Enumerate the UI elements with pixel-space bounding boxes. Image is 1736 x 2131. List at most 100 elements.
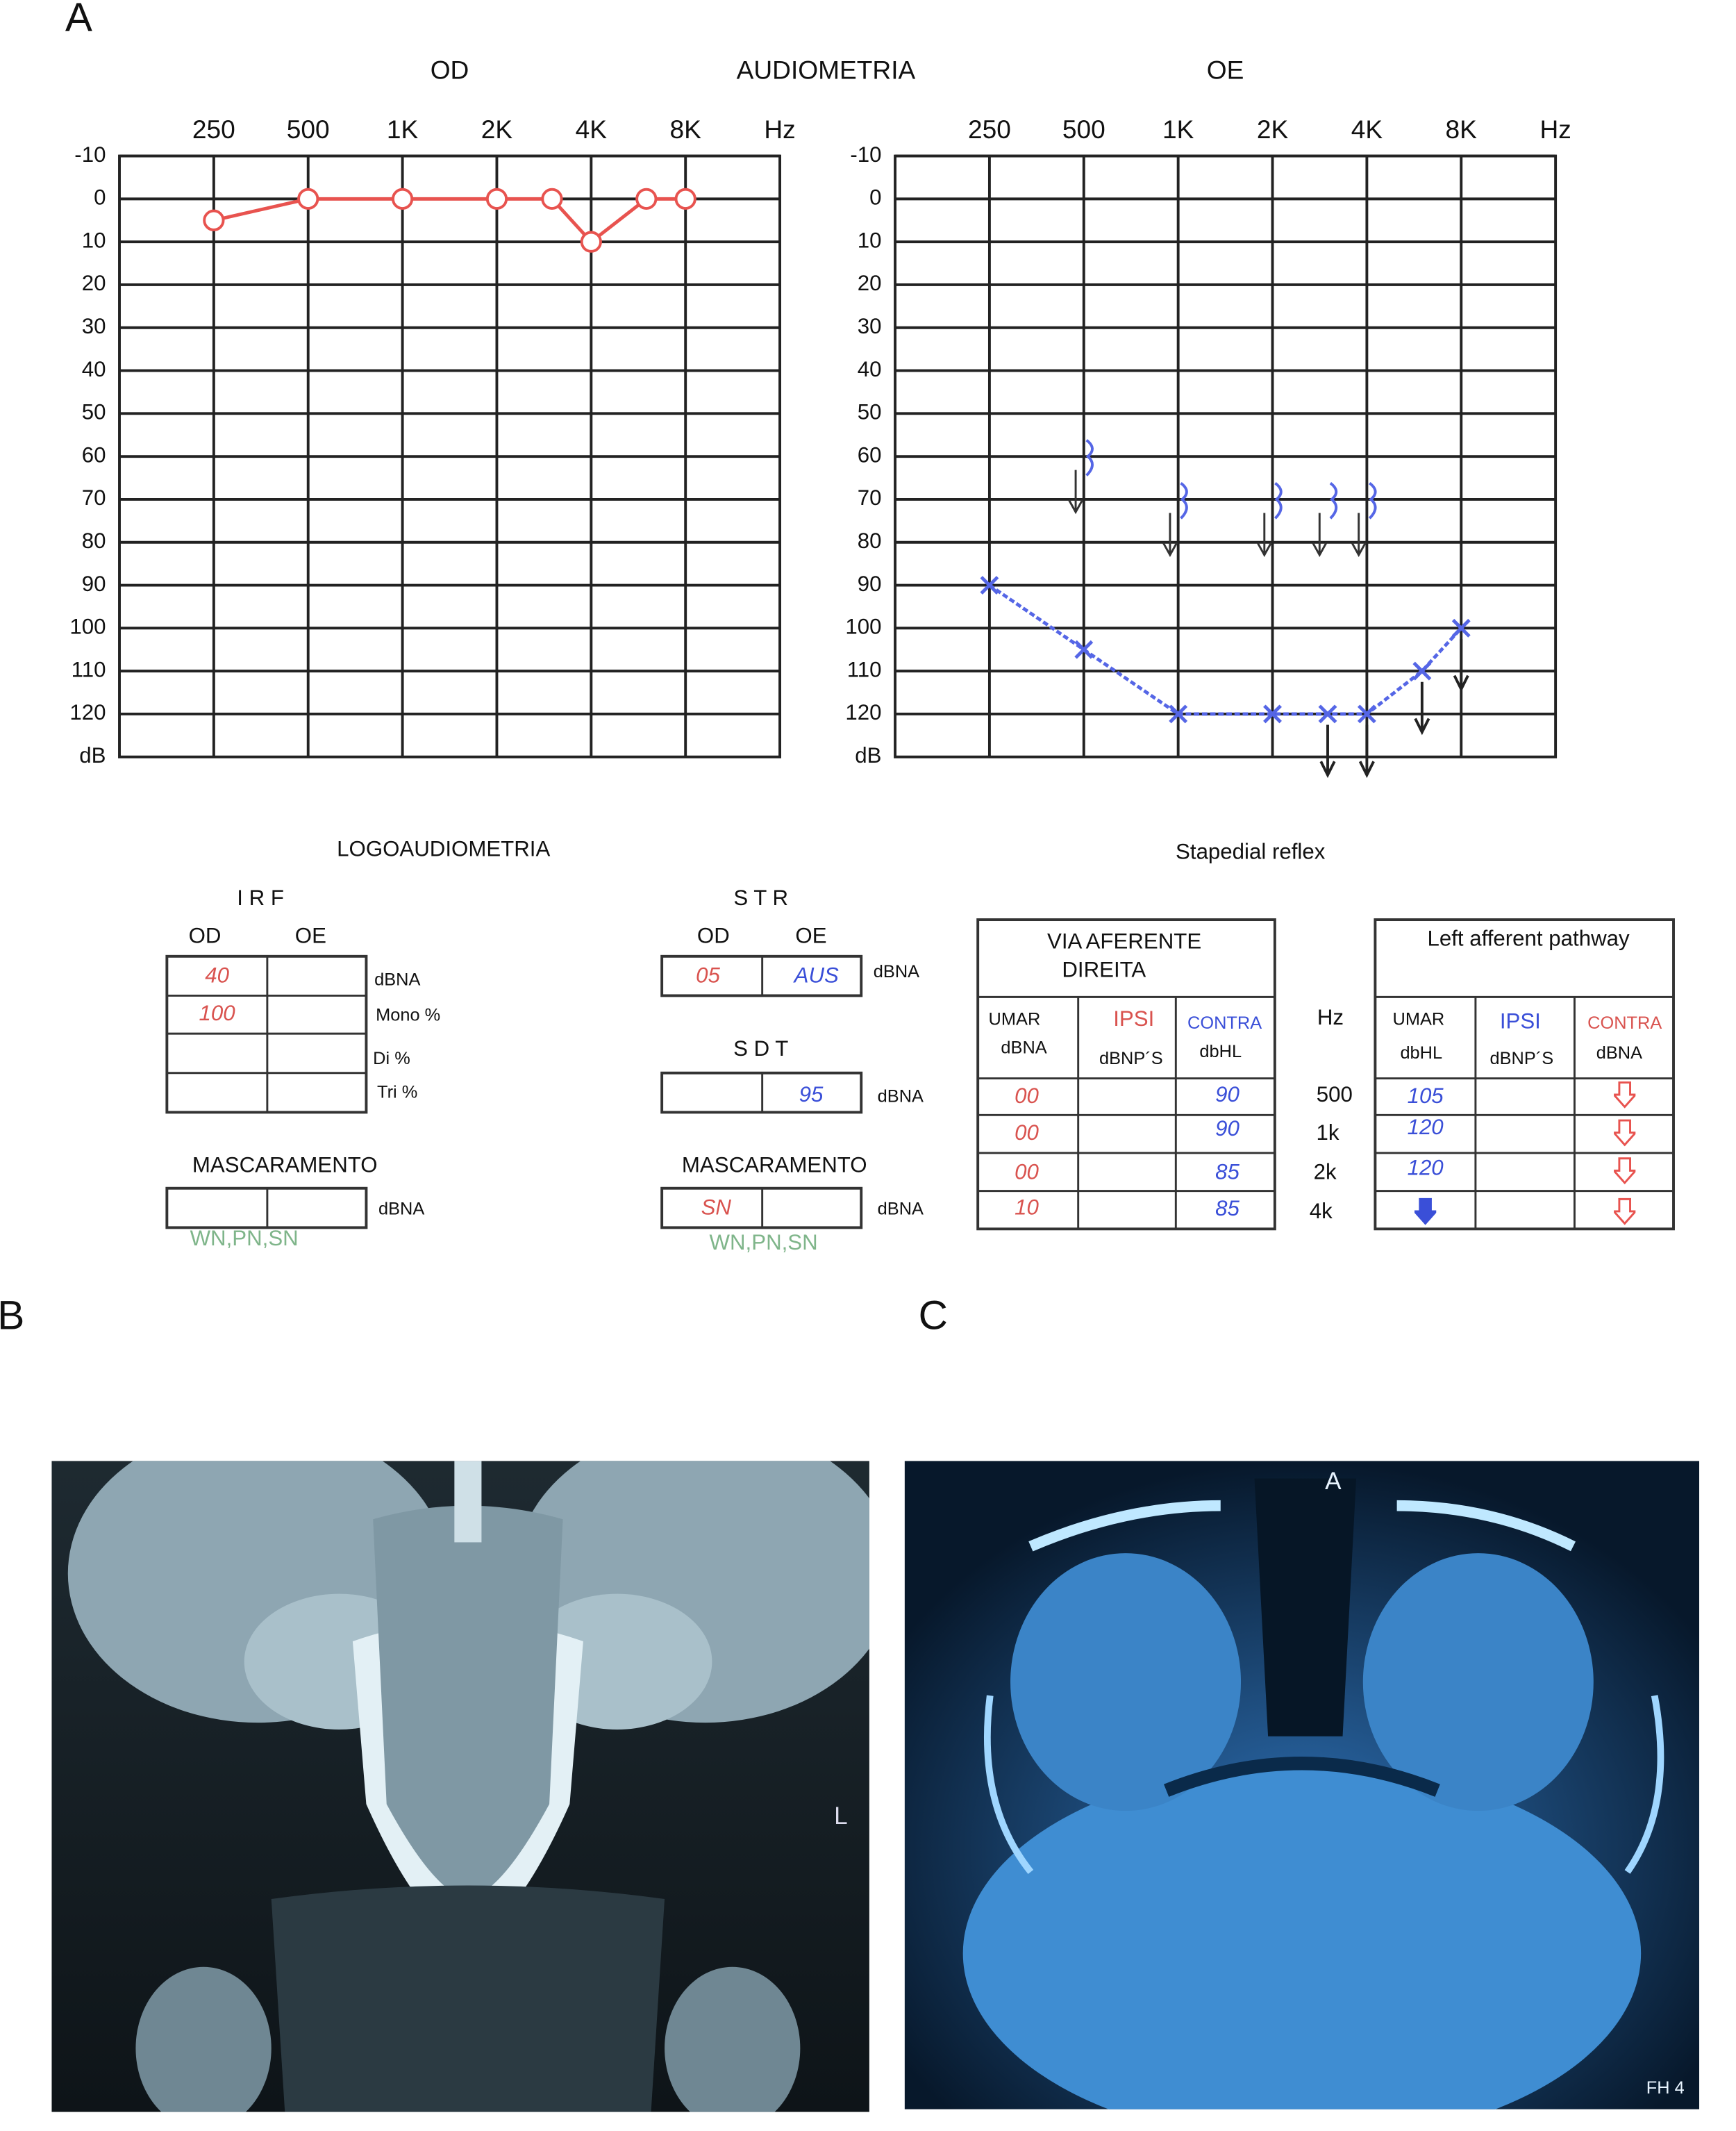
y-tick-label: 110 — [72, 657, 106, 681]
column-header: OE — [295, 924, 326, 948]
column-header: CONTRA — [1187, 1013, 1262, 1033]
cell-value: 10 — [1015, 1195, 1039, 1219]
cell-value: 120 — [1408, 1156, 1444, 1180]
column-header: OD — [189, 924, 222, 948]
x-axis-label: Hz — [764, 115, 795, 144]
section-title: LOGOAUDIOMETRIA — [337, 837, 550, 861]
figure-title: AUDIOMETRIA — [737, 55, 916, 84]
row-label: Di % — [373, 1049, 410, 1068]
no-response-arrow — [1319, 724, 1336, 779]
x-tick-label: 8K — [670, 115, 702, 144]
y-tick-label: -10 — [74, 142, 106, 167]
cell-value: AUS — [793, 963, 839, 987]
y-axis-label: dB — [855, 743, 881, 768]
table-header: DIREITA — [1062, 958, 1146, 982]
table-header: Left afferent pathway — [1427, 927, 1630, 951]
hz-label: Hz — [1317, 1005, 1344, 1029]
y-tick-label: 70 — [858, 486, 882, 510]
x-tick-label: 1K — [1162, 115, 1194, 144]
column-unit: dbHL — [1199, 1042, 1242, 1061]
y-tick-label: 70 — [82, 486, 106, 510]
data-point — [203, 209, 225, 231]
bone-conduction-mark — [1351, 481, 1377, 558]
bone-conduction-mark — [1162, 481, 1188, 558]
unit-label: dBNA — [378, 1200, 424, 1219]
y-tick-label: -10 — [850, 142, 881, 167]
x-tick-label: 4K — [1351, 115, 1383, 144]
data-point — [1412, 661, 1432, 681]
x-tick-label: 500 — [287, 115, 330, 144]
column-header: OE — [795, 924, 826, 948]
y-tick-label: 40 — [858, 357, 882, 381]
cell-value: 95 — [799, 1082, 824, 1106]
no-response-arrow — [1414, 681, 1430, 736]
image-annotation: L — [834, 1802, 848, 1830]
bracket — [1085, 439, 1094, 476]
y-tick-label: 100 — [69, 615, 106, 639]
column-unit: dBNP´S — [1099, 1049, 1163, 1068]
y-tick-label: 30 — [858, 314, 882, 338]
bracket — [1329, 481, 1338, 520]
column-header: CONTRA — [1587, 1013, 1662, 1033]
x-tick-label: 250 — [192, 115, 235, 144]
logoaudiometria: LOGOAUDIOMETRIA I R F OD OE 40 100 dBNA … — [165, 837, 924, 1254]
y-tick-label: 50 — [858, 400, 882, 424]
column-unit: dbHL — [1400, 1043, 1442, 1063]
series-line — [988, 583, 1463, 716]
y-tick-label: 80 — [82, 529, 106, 553]
x-tick-label: 1K — [387, 115, 419, 144]
no-response-arrow — [1256, 513, 1272, 558]
chart-title: OD — [431, 55, 469, 84]
y-tick-label: 0 — [869, 185, 881, 210]
cell-value: 100 — [199, 1001, 236, 1025]
column-unit: dBNA — [1001, 1038, 1046, 1057]
row-label: Mono % — [376, 1005, 440, 1025]
absent-arrow — [1614, 1119, 1636, 1146]
data-point — [580, 231, 602, 253]
frequency: 2k — [1314, 1160, 1337, 1184]
data-point — [1169, 704, 1188, 724]
options: WN,PN,SN — [710, 1230, 818, 1254]
y-tick-label: 60 — [82, 442, 106, 467]
audiogram: OE 250 500 1K 2K 4K 8K Hz -10 0 10 20 30 40 50 60 70 80 90… — [845, 55, 1571, 779]
column-unit: dBNP´S — [1489, 1049, 1553, 1068]
data-point — [980, 576, 999, 595]
cell-value: 05 — [696, 963, 720, 987]
bracket — [1274, 481, 1283, 520]
data-point — [635, 188, 658, 210]
cell-value: 00 — [1015, 1120, 1039, 1145]
cell-value: 90 — [1215, 1082, 1240, 1106]
table-frame — [976, 918, 1276, 1231]
x-tick-label: 250 — [968, 115, 1011, 144]
no-response-arrow — [1358, 724, 1375, 779]
table-title: MASCARAMENTO — [192, 1153, 378, 1177]
y-tick-label: 90 — [82, 572, 106, 596]
column-header: IPSI — [1500, 1009, 1541, 1034]
column-header: IPSI — [1113, 1006, 1154, 1031]
x-tick-label: 8K — [1446, 115, 1478, 144]
y-tick-label: 120 — [69, 700, 106, 724]
mri-coronal: L — [51, 1461, 869, 2112]
bone-conduction-mark — [1068, 439, 1094, 515]
y-tick-label: 60 — [858, 442, 882, 467]
data-point — [1451, 618, 1471, 638]
section-title: Stapedial reflex — [1176, 840, 1326, 864]
column-header: UMAR — [1393, 1009, 1445, 1029]
y-tick-label: 110 — [847, 657, 882, 681]
no-response-arrow — [1312, 513, 1328, 558]
absent-arrow — [1614, 1157, 1636, 1184]
frequency: 500 — [1317, 1082, 1353, 1106]
no-response-arrow — [1162, 513, 1178, 558]
row-label: Tri % — [377, 1083, 417, 1102]
data-point — [1263, 704, 1282, 724]
data-point — [674, 188, 696, 210]
panel-label: C — [919, 1293, 948, 1338]
unit-label: dBNA — [878, 1200, 924, 1219]
image-annotation: FH 4 — [1646, 2078, 1685, 2098]
table-frame — [1374, 918, 1675, 1231]
x-axis-label: Hz — [1539, 115, 1571, 144]
absent-arrow — [1614, 1197, 1636, 1225]
cell-value: 90 — [1215, 1116, 1240, 1141]
cell-value: 85 — [1215, 1160, 1240, 1184]
